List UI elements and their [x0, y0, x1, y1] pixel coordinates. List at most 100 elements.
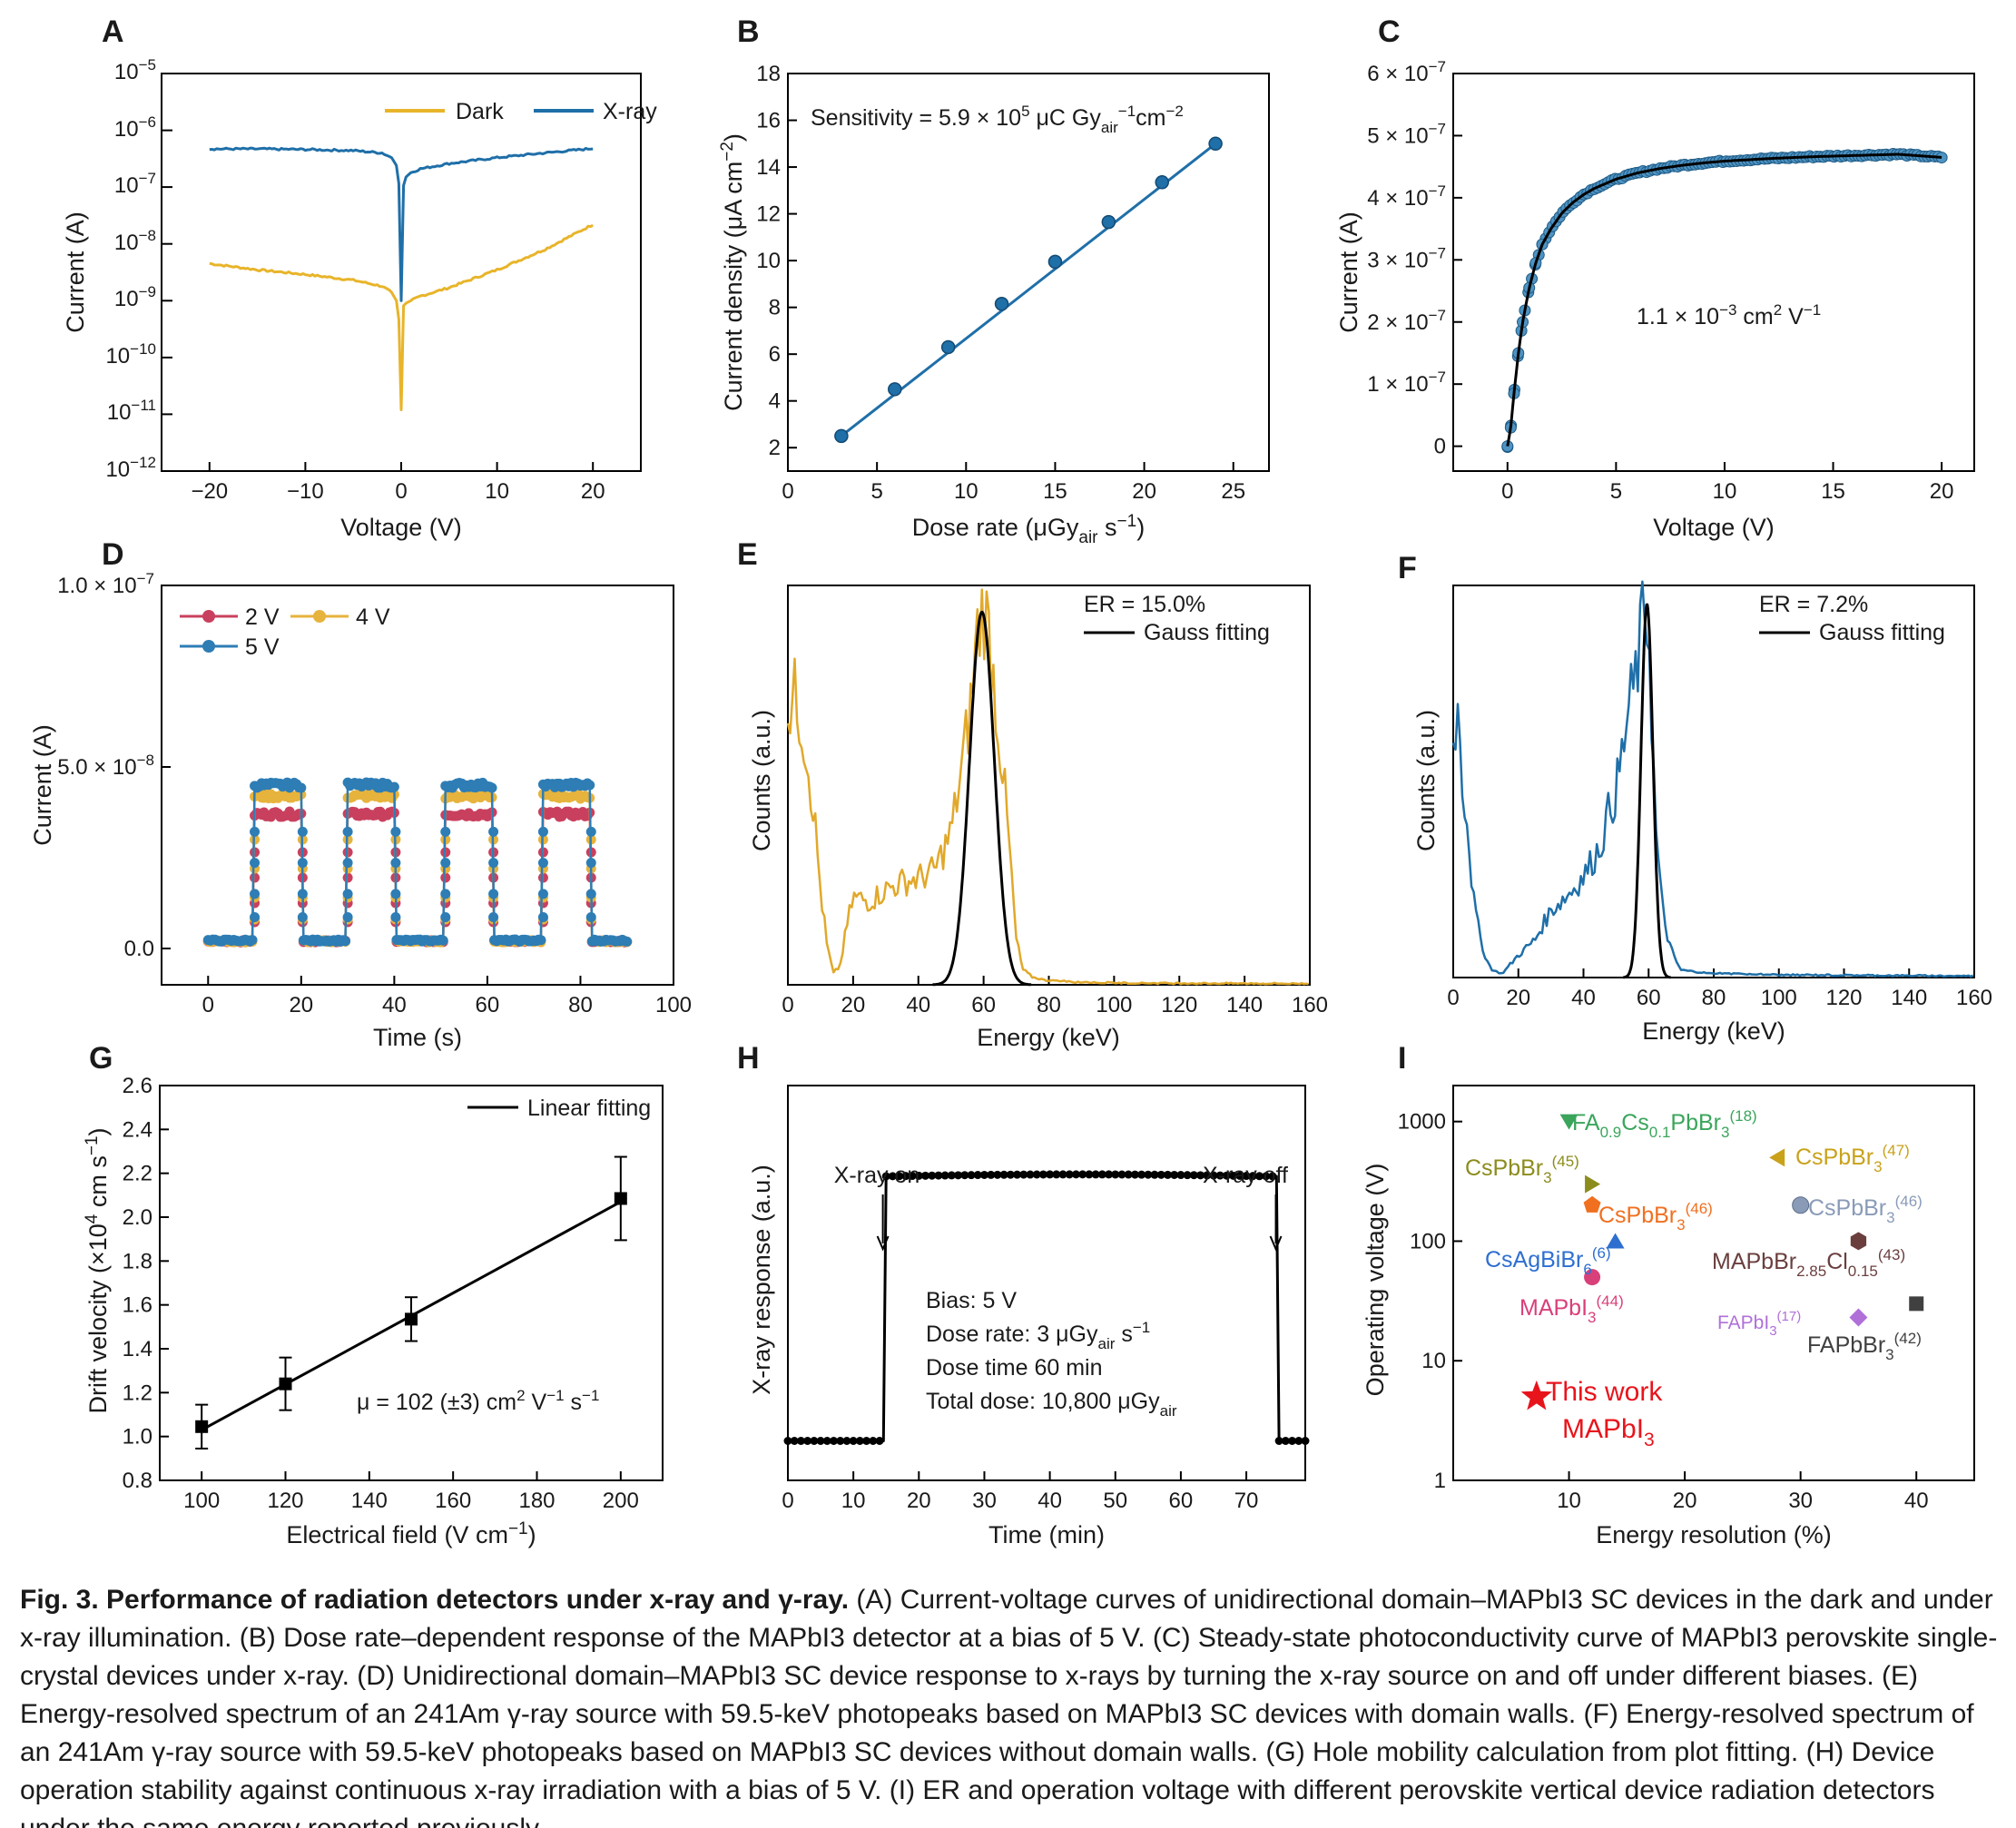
annotation-arrowhead: [876, 1235, 890, 1252]
data-point: [1013, 1170, 1022, 1179]
data-point: [1235, 1171, 1244, 1180]
y-axis-label-i: Operating voltage (V): [1362, 1164, 1389, 1397]
data-point: [822, 1437, 831, 1445]
data-point: [1274, 1437, 1283, 1445]
x-tick-label: 0: [782, 479, 793, 504]
data-point: [585, 858, 596, 869]
x-tick-label: 200: [603, 1489, 639, 1513]
data-point: [488, 858, 499, 869]
y-axis-ticks-b: 2 4 6 8 10 12 14 16 18: [756, 62, 797, 460]
marker-triangle-right: [1585, 1174, 1601, 1194]
data-point: [440, 858, 451, 869]
data-point: [947, 1171, 956, 1180]
mobility-annotation-g: μ = 102 (±3) cm2 V−1 s−1: [357, 1387, 599, 1415]
data-point: [1203, 1171, 1212, 1180]
data-point: [1189, 1171, 1198, 1180]
x-tick-label: 30: [972, 1489, 997, 1513]
data-point: [405, 1312, 418, 1326]
y-tick-label: 0.0: [124, 937, 154, 961]
x-tick-label: 20: [1673, 1489, 1697, 1513]
legend-label-xray: X-ray: [603, 99, 657, 124]
data-point: [830, 1437, 839, 1445]
y-tick-label: 2 × 10−7: [1367, 307, 1446, 335]
y-tick-label: 1.6: [123, 1293, 152, 1318]
data-point: [1301, 1437, 1310, 1445]
plot-area-f: [1451, 580, 1974, 979]
data-point: [1101, 214, 1116, 230]
data-point: [614, 1192, 627, 1205]
data-point: [585, 780, 595, 791]
data-point: [803, 1437, 812, 1445]
data-point: [987, 1170, 996, 1179]
x-axis-label-e: Energy (keV): [977, 1024, 1120, 1051]
data-point: [1156, 1170, 1165, 1179]
fit-line-b: [840, 143, 1217, 437]
data-point: [875, 1437, 884, 1445]
x-tick-label: 160: [1292, 993, 1328, 1017]
marker-square: [1909, 1296, 1924, 1312]
data-point: [1155, 175, 1169, 190]
y-tick-label: 2.2: [123, 1162, 152, 1186]
x-tick-label: 80: [1037, 993, 1061, 1017]
figure-canvas: A 10−5 10−6 10−7 10−8 10−9 10−10 10−11 1…: [29, 15, 1992, 1548]
y-tick-label: 2.0: [123, 1205, 152, 1230]
data-point: [960, 1171, 969, 1180]
plot-frame-e: [787, 585, 1311, 986]
data-point: [810, 1437, 819, 1445]
legend-label-gauss-e: Gauss fitting: [1144, 620, 1270, 645]
data-point: [967, 1171, 976, 1180]
data-point: [993, 1170, 1002, 1179]
y-tick-label: 10−5: [114, 56, 156, 84]
data-point: [296, 782, 307, 793]
data-point: [940, 1171, 949, 1180]
marker-circle: [1584, 1269, 1601, 1286]
data-point: [250, 826, 261, 837]
data-point: [1085, 1170, 1094, 1179]
data-point: [585, 889, 596, 899]
x-axis-ticks-b: 0 5 10 15 20 25: [782, 462, 1245, 504]
panel-letter-g: G: [89, 1041, 113, 1076]
gauss-fit-line: [1622, 603, 1672, 979]
data-point: [390, 912, 401, 923]
data-point: [1208, 136, 1223, 152]
data-point: [834, 428, 849, 444]
x-tick-label: 140: [1891, 986, 1927, 1010]
panel-b: B 2 4 6 8 10 12 14 16 18 0 5 10 15 20 25 Sensitivity …: [718, 15, 1270, 547]
x-tick-label: 40: [1038, 1489, 1062, 1513]
plot-area-g: [195, 1155, 627, 1450]
plot-area-i: [1520, 1114, 1924, 1410]
legend-label-dark: Dark: [456, 99, 504, 124]
data-point: [537, 872, 548, 883]
data-point: [1294, 1437, 1303, 1445]
data-point: [438, 935, 448, 946]
y-tick-label: 1: [1434, 1469, 1446, 1493]
x-tick-label: 40: [1571, 986, 1596, 1010]
panel-a: A 10−5 10−6 10−7 10−8 10−9 10−10 10−11 1…: [62, 15, 657, 541]
y-tick-label: 8: [769, 296, 781, 320]
y-tick-label: 1 × 10−7: [1367, 369, 1446, 397]
y-axis-label-d: Current (A): [29, 724, 56, 846]
x-tick-label: 60: [476, 993, 500, 1017]
data-point: [979, 1170, 988, 1179]
data-point: [585, 912, 596, 923]
data-point: [855, 1437, 864, 1445]
data-point: [842, 1437, 851, 1445]
x-tick-label: 20: [841, 993, 866, 1017]
data-point: [934, 1171, 943, 1180]
x-tick-label: 80: [1702, 986, 1726, 1010]
x-tick-label: −20: [191, 479, 228, 504]
y-axis-label-f: Counts (a.u.): [1412, 710, 1440, 851]
marker-triangle-up: [1606, 1233, 1625, 1249]
data-point: [1144, 1170, 1153, 1179]
figure-caption: Fig. 3. Performance of radiation detecto…: [20, 1581, 1999, 1828]
data-point: [1170, 1170, 1179, 1179]
data-point: [1047, 254, 1063, 270]
y-tick-label: 1.8: [123, 1249, 152, 1273]
y-tick-label: 18: [756, 62, 781, 86]
data-point: [537, 858, 548, 869]
data-point: [1288, 1437, 1297, 1445]
x-axis-label-b: Dose rate (μGyair s−1): [912, 512, 1145, 547]
y-tick-label: 10−6: [114, 113, 156, 142]
data-point: [1196, 1171, 1205, 1180]
plot-frame-i: [1452, 1085, 1975, 1481]
